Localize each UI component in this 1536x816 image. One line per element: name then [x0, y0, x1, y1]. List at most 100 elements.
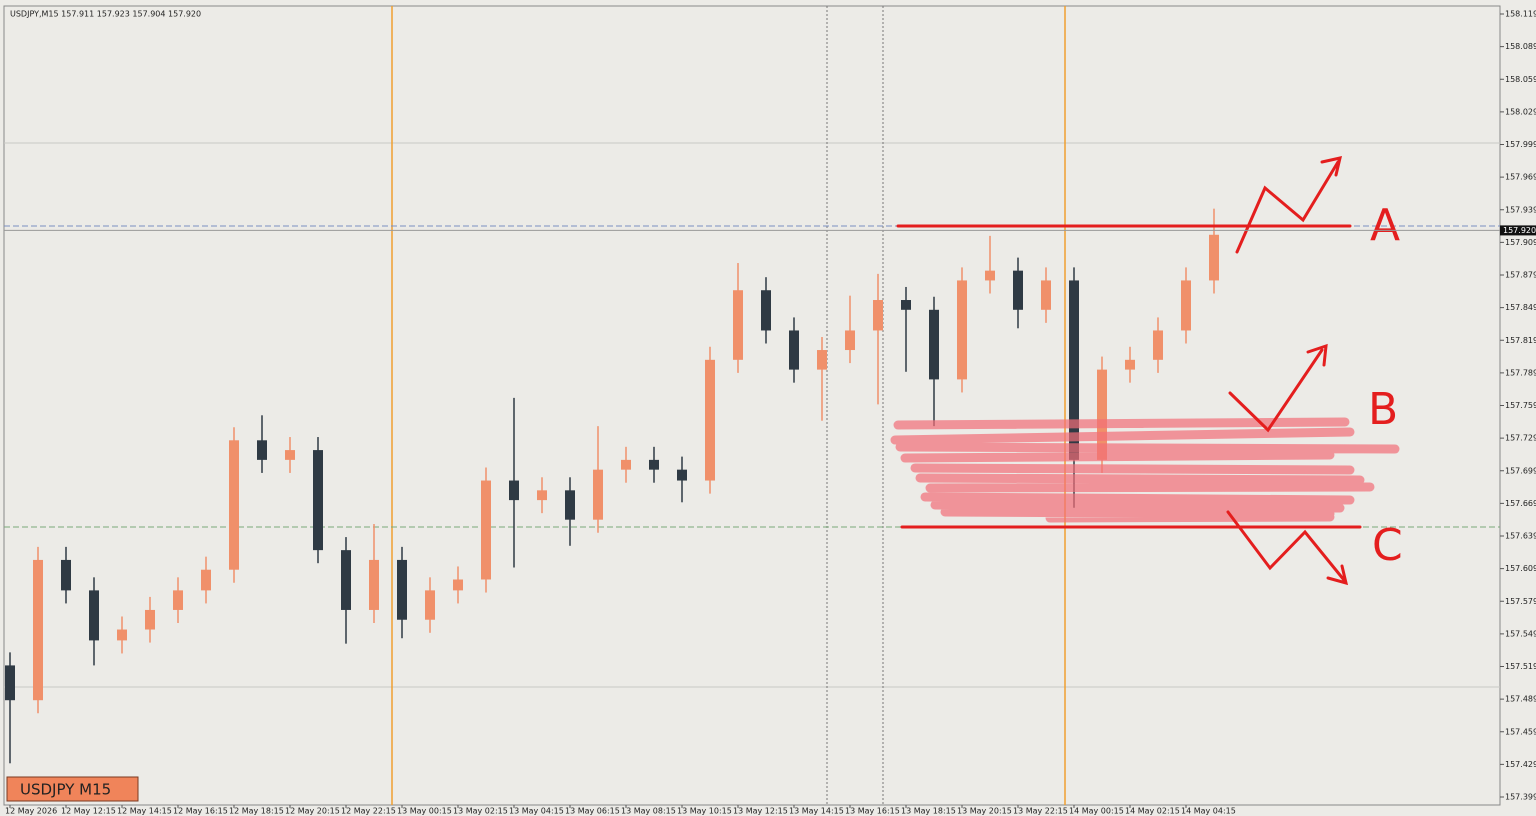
y-tick-label: 157.879	[1505, 271, 1536, 280]
x-tick-label: 13 May 06:15	[565, 807, 620, 816]
y-tick-label: 157.789	[1505, 368, 1536, 377]
y-tick-label: 157.759	[1505, 401, 1536, 410]
candle-body	[397, 559, 407, 620]
candle-body	[257, 440, 267, 460]
x-tick-label: 12 May 20:15	[285, 807, 340, 816]
symbol-label: USDJPY M15	[20, 781, 111, 799]
x-tick-label: 13 May 10:15	[677, 807, 732, 816]
candle-body	[1181, 280, 1191, 331]
y-tick-label: 157.849	[1505, 303, 1536, 312]
x-tick-label: 12 May 2026	[5, 807, 57, 816]
candle-body	[817, 350, 827, 370]
x-tick-label: 13 May 22:15	[1013, 807, 1068, 816]
annotation-b: B	[1368, 384, 1398, 435]
candle-body	[145, 609, 155, 630]
candle-body	[985, 270, 995, 281]
zone-b	[890, 417, 1400, 523]
x-tick-label: 14 May 04:15	[1181, 807, 1236, 816]
candle-body	[369, 559, 379, 610]
y-tick-label: 157.819	[1505, 336, 1536, 345]
y-tick-label: 157.909	[1505, 238, 1536, 247]
candle-body	[705, 359, 715, 481]
y-tick-label: 157.459	[1505, 727, 1536, 736]
candle-body	[873, 300, 883, 331]
candle-body	[677, 469, 687, 481]
candle-body	[733, 290, 743, 360]
candle-body	[1097, 369, 1107, 460]
candle-body	[1069, 280, 1079, 460]
x-tick-label: 14 May 00:15	[1069, 807, 1124, 816]
x-tick-label: 13 May 14:15	[789, 807, 844, 816]
y-tick-label: 157.549	[1505, 629, 1536, 638]
x-tick-label: 14 May 02:15	[1125, 807, 1180, 816]
x-tick-label: 13 May 04:15	[509, 807, 564, 816]
candle-body	[1041, 280, 1051, 310]
candle-body	[89, 590, 99, 641]
x-tick-label: 12 May 22:15	[341, 807, 396, 816]
candle-body	[453, 579, 463, 591]
x-tick-label: 13 May 12:15	[733, 807, 788, 816]
candle-body	[957, 280, 967, 380]
candle-body	[341, 550, 351, 610]
candle-body	[425, 590, 435, 620]
annotation-drawings	[896, 156, 1362, 586]
candle-body	[789, 330, 799, 370]
x-tick-label: 12 May 16:15	[173, 807, 228, 816]
y-tick-label: 157.639	[1505, 532, 1536, 541]
x-tick-label: 12 May 14:15	[117, 807, 172, 816]
x-tick-label: 13 May 00:15	[397, 807, 452, 816]
y-tick-label: 158.059	[1505, 75, 1536, 84]
candle-body	[313, 450, 323, 551]
y-tick-label: 157.519	[1505, 662, 1536, 671]
y-tick-label: 158.089	[1505, 42, 1536, 51]
candle-body	[1153, 330, 1163, 360]
candle-body	[509, 480, 519, 501]
x-tick-label: 13 May 02:15	[453, 807, 508, 816]
y-tick-label: 158.119	[1505, 10, 1536, 19]
y-tick-label: 157.999	[1505, 140, 1536, 149]
annotation-c: C	[1372, 520, 1403, 571]
candle-body	[761, 290, 771, 331]
x-tick-label: 13 May 08:15	[621, 807, 676, 816]
candle-body	[61, 559, 71, 591]
candle-body	[537, 490, 547, 501]
candle-body	[5, 665, 15, 701]
candle-body	[201, 569, 211, 591]
x-tick-label: 12 May 12:15	[61, 807, 116, 816]
x-tick-label: 13 May 16:15	[845, 807, 900, 816]
y-tick-label: 157.399	[1505, 793, 1536, 802]
candle-body	[117, 629, 127, 641]
symbol-badge	[6, 776, 139, 802]
y-tick-label: 157.429	[1505, 760, 1536, 769]
current-price-label: 157.920	[1503, 226, 1536, 235]
y-tick-label: 158.029	[1505, 107, 1536, 116]
annotation-a: A	[1370, 200, 1400, 251]
candle-body	[1013, 270, 1023, 310]
y-tick-label: 157.699	[1505, 466, 1536, 475]
plot-frame	[3, 5, 1501, 806]
candle-body	[649, 459, 659, 470]
candle-body	[229, 440, 239, 570]
candle-body	[621, 459, 631, 470]
candle-body	[845, 330, 855, 351]
x-tick-label: 12 May 18:15	[229, 807, 284, 816]
candle-body	[173, 590, 183, 610]
candles	[5, 208, 1219, 764]
candle-body	[285, 450, 295, 460]
candle-body	[1125, 359, 1135, 370]
candle-body	[565, 490, 575, 520]
x-tick-label: 13 May 18:15	[901, 807, 956, 816]
y-tick-label: 157.609	[1505, 564, 1536, 573]
y-tick-label: 157.939	[1505, 205, 1536, 214]
candle-body	[481, 480, 491, 580]
x-tick-label: 13 May 20:15	[957, 807, 1012, 816]
current-price-box	[1500, 225, 1536, 236]
candle-body	[929, 309, 939, 380]
y-tick-label: 157.669	[1505, 499, 1536, 508]
candle-body	[1209, 234, 1219, 281]
y-tick-label: 157.579	[1505, 597, 1536, 606]
candle-body	[593, 469, 603, 520]
chart-title: USDJPY,M15 157.911 157.923 157.904 157.9…	[10, 10, 201, 19]
